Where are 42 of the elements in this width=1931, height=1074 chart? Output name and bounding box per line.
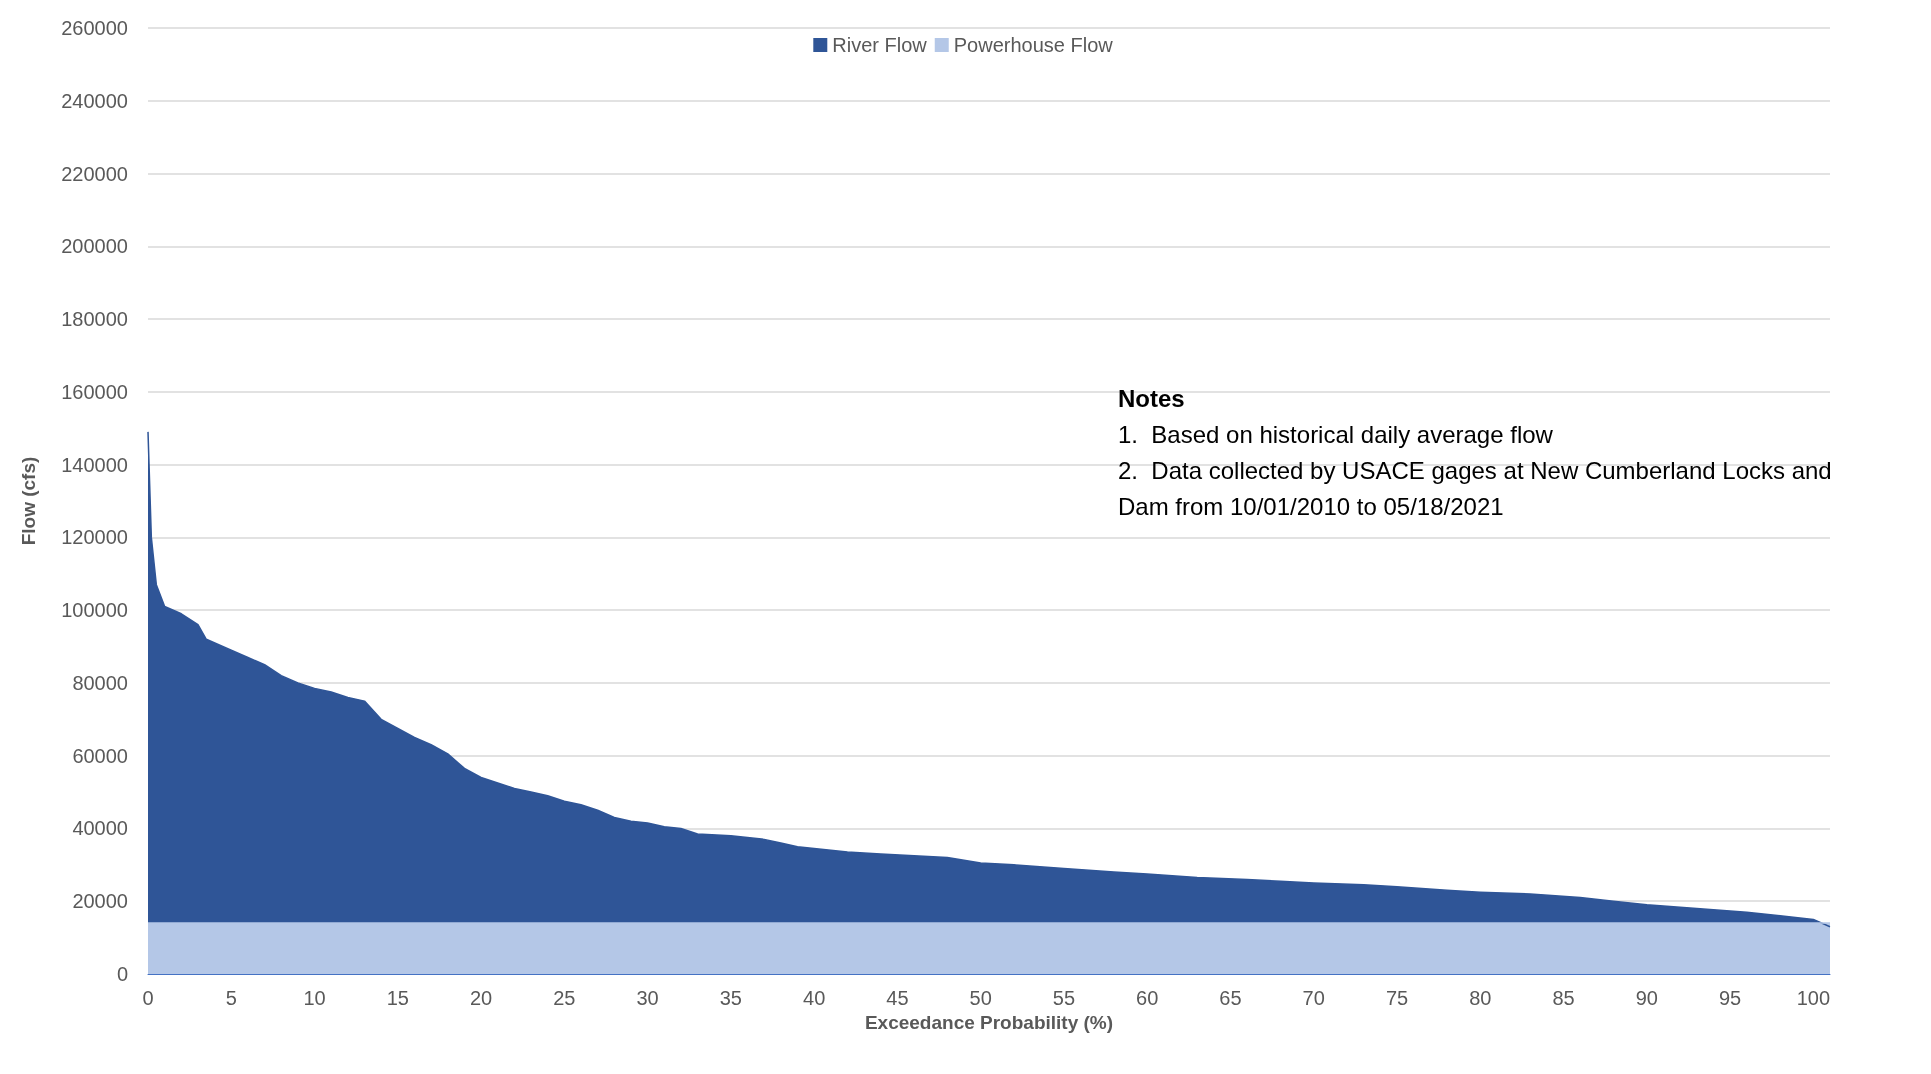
y-tick-label: 240000 [61, 89, 128, 112]
legend-label: River Flow [832, 34, 928, 56]
annotation: 2. Data collected by USACE gages at New Cumberland Locks and Dam from 10/01/2010 to 05/18/2021 [1118, 456, 1839, 520]
y-tick-label: 80000 [72, 671, 128, 694]
x-axis-title: Exceedance Probability (%) [864, 1011, 1114, 1033]
x-tick-label: 15 [386, 987, 409, 1009]
y-axis-title: Flow (cfs) [18, 456, 39, 546]
annotation: Notes [1118, 384, 1185, 412]
x-tick-label: 80 [1469, 987, 1492, 1009]
x-tick-label: 50 [969, 987, 992, 1009]
y-tick-label: 120000 [61, 526, 128, 549]
x-tick-label: 90 [1635, 987, 1658, 1009]
x-tick-label: 95 [1718, 987, 1742, 1009]
x-tick-label: 75 [1385, 987, 1409, 1009]
y-tick-label: 180000 [61, 308, 128, 331]
x-tick-label: 10 [303, 987, 326, 1009]
y-tick-label: 220000 [61, 162, 128, 185]
annotation: 1. Based on historical daily average flow [1118, 420, 1554, 448]
x-tick-label: 55 [1052, 987, 1076, 1009]
y-tick-label: 20000 [72, 890, 128, 913]
x-tick-label: 45 [886, 987, 909, 1009]
x-tick-label: 25 [553, 987, 576, 1009]
y-tick-label: 60000 [72, 744, 128, 767]
x-tick-label: 20 [469, 987, 493, 1009]
x-tick-label: 65 [1219, 987, 1242, 1009]
x-tick-label: 100 [1796, 987, 1831, 1009]
x-tick-label: 0 [142, 987, 154, 1009]
legend-label: Powerhouse Flow [953, 34, 1114, 56]
x-tick-label: 85 [1552, 987, 1575, 1009]
y-tick-label: 200000 [61, 235, 128, 258]
x-tick-label: 70 [1302, 987, 1325, 1009]
y-tick-label: 260000 [61, 17, 128, 39]
x-tick-label: 60 [1136, 987, 1159, 1009]
y-tick-label: 100000 [61, 599, 128, 622]
y-tick-label: 0 [116, 963, 128, 985]
x-tick-label: 30 [636, 987, 659, 1009]
y-tick-label: 40000 [72, 817, 128, 840]
x-tick-label: 40 [803, 987, 826, 1009]
y-tick-label: 140000 [61, 453, 128, 476]
x-tick-label: 35 [719, 987, 742, 1009]
x-tick-label: 5 [225, 987, 237, 1009]
y-tick-label: 160000 [61, 380, 128, 403]
